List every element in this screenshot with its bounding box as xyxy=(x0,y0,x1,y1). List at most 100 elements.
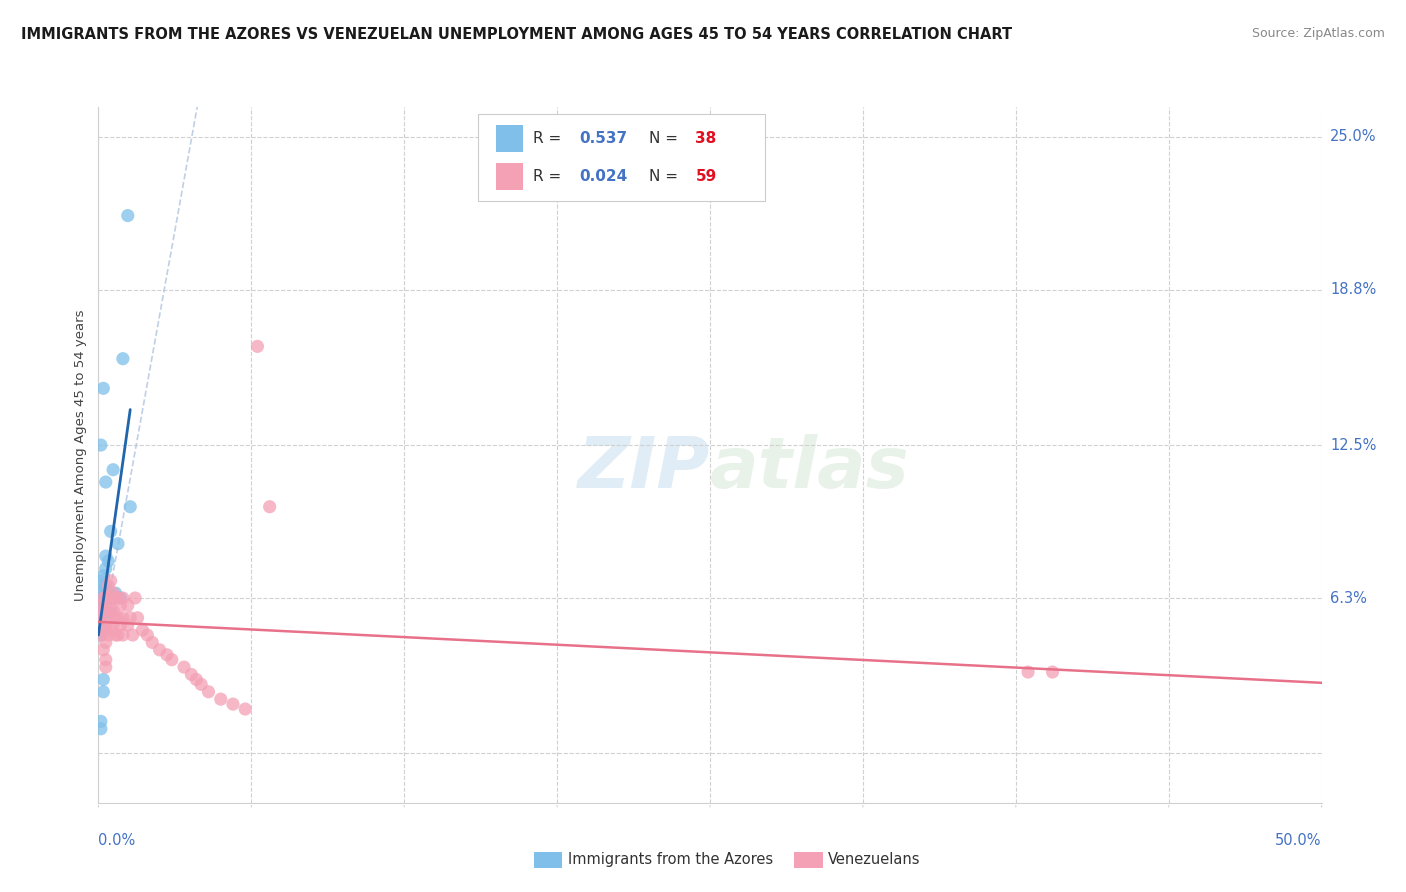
Point xyxy=(94,591,117,605)
Text: 12.5%: 12.5% xyxy=(1330,438,1376,452)
Point xyxy=(91,579,114,593)
Point xyxy=(100,524,122,539)
Point xyxy=(104,628,127,642)
Point xyxy=(91,591,114,605)
Point xyxy=(91,603,114,617)
Point xyxy=(107,611,129,625)
Point xyxy=(1042,665,1064,679)
Point xyxy=(111,611,134,625)
Text: IMMIGRANTS FROM THE AZORES VS VENEZUELAN UNEMPLOYMENT AMONG AGES 45 TO 54 YEARS : IMMIGRANTS FROM THE AZORES VS VENEZUELAN… xyxy=(21,27,1012,42)
Point xyxy=(90,628,112,642)
Point xyxy=(100,591,122,605)
Point xyxy=(94,581,117,595)
Point xyxy=(91,685,114,699)
Point xyxy=(104,591,127,605)
Text: N =: N = xyxy=(648,131,683,146)
Point xyxy=(91,591,114,605)
Point xyxy=(186,673,208,687)
Point xyxy=(90,586,112,600)
Point xyxy=(100,574,122,588)
Point xyxy=(91,673,114,687)
Point xyxy=(91,381,114,395)
Point xyxy=(160,653,183,667)
Point xyxy=(111,628,134,642)
Point xyxy=(91,643,114,657)
Point xyxy=(100,623,122,637)
Point xyxy=(107,628,129,642)
Point xyxy=(180,667,202,681)
Point xyxy=(233,702,256,716)
Point xyxy=(90,628,112,642)
Point xyxy=(117,618,139,632)
Text: Immigrants from the Azores: Immigrants from the Azores xyxy=(568,853,773,867)
Point xyxy=(94,591,117,605)
Point xyxy=(156,648,179,662)
Point xyxy=(110,618,132,632)
Text: Source: ZipAtlas.com: Source: ZipAtlas.com xyxy=(1251,27,1385,40)
Point xyxy=(90,714,112,729)
Point xyxy=(97,586,120,600)
Y-axis label: Unemployment Among Ages 45 to 54 years: Unemployment Among Ages 45 to 54 years xyxy=(75,310,87,600)
Point xyxy=(197,685,219,699)
Point xyxy=(91,623,114,637)
Point xyxy=(90,438,112,452)
Point xyxy=(90,599,112,613)
Point xyxy=(246,339,269,353)
Point xyxy=(90,611,112,625)
Point xyxy=(94,561,117,575)
Point xyxy=(94,653,117,667)
Point xyxy=(94,635,117,649)
Point xyxy=(107,537,129,551)
Point xyxy=(90,574,112,588)
Point xyxy=(97,611,120,625)
Text: 50.0%: 50.0% xyxy=(1275,833,1322,848)
Point xyxy=(100,591,122,605)
Point xyxy=(97,591,120,605)
Point xyxy=(124,591,146,605)
Point xyxy=(90,599,112,613)
Point xyxy=(94,618,117,632)
Point xyxy=(209,692,232,706)
Point xyxy=(104,586,127,600)
Point xyxy=(1017,665,1039,679)
Point xyxy=(121,628,143,642)
Point xyxy=(94,660,117,674)
Point xyxy=(104,611,127,625)
Point xyxy=(222,697,245,711)
Point xyxy=(107,591,129,605)
Bar xyxy=(496,163,523,190)
Text: 6.3%: 6.3% xyxy=(1330,591,1367,606)
Text: 18.8%: 18.8% xyxy=(1330,282,1376,297)
Point xyxy=(111,591,134,605)
Point xyxy=(97,591,120,605)
Point xyxy=(259,500,281,514)
Point xyxy=(91,591,114,605)
Point xyxy=(91,623,114,637)
Point xyxy=(100,603,122,617)
Point xyxy=(149,643,172,657)
Point xyxy=(90,611,112,625)
Point xyxy=(97,579,120,593)
Point xyxy=(101,463,124,477)
Point xyxy=(190,677,212,691)
Point xyxy=(90,591,112,605)
Text: 25.0%: 25.0% xyxy=(1330,129,1376,145)
Point xyxy=(101,586,124,600)
Point xyxy=(101,591,124,605)
Text: ZIP: ZIP xyxy=(578,434,710,503)
FancyBboxPatch shape xyxy=(478,114,765,201)
Point xyxy=(94,603,117,617)
Point xyxy=(91,569,114,583)
Point xyxy=(90,722,112,736)
Point xyxy=(91,603,114,617)
Point xyxy=(120,500,142,514)
Point xyxy=(101,603,124,617)
Point xyxy=(97,628,120,642)
Point xyxy=(173,660,195,674)
Text: atlas: atlas xyxy=(710,434,910,503)
Point xyxy=(117,209,139,223)
Point xyxy=(111,351,134,366)
Text: 0.0%: 0.0% xyxy=(98,833,135,848)
Text: 59: 59 xyxy=(696,169,717,184)
Point xyxy=(136,628,159,642)
